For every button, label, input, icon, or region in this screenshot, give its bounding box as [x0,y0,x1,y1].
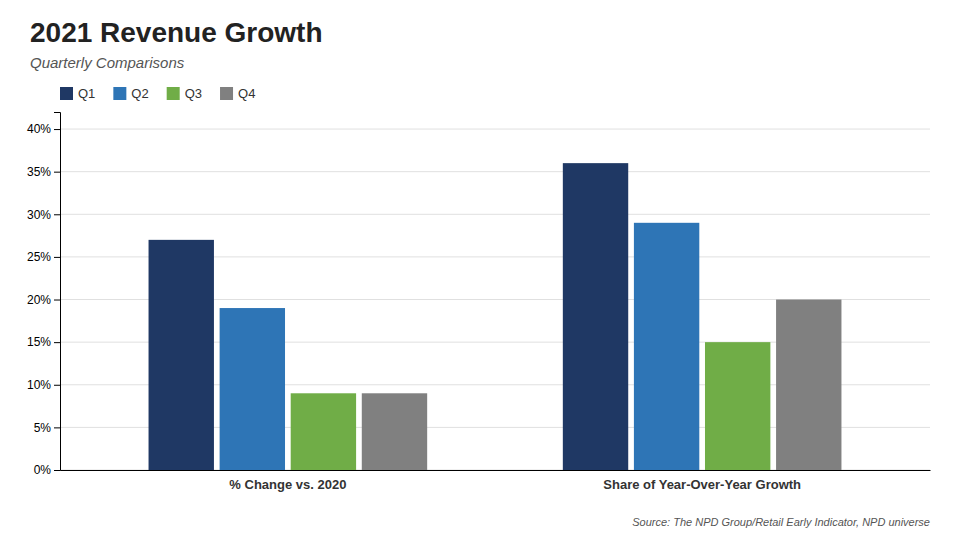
bar [149,240,214,470]
legend-swatch [60,87,73,100]
grid-line [60,129,930,130]
annotation: Source: The NPD Group/Retail Early Indic… [632,516,930,528]
legend-label: Q3 [185,86,202,101]
legend: Q1 Q2 Q3 Q4 [60,86,255,101]
y-tick-label: 20% [27,293,51,307]
chart: 2021 Revenue Growth Quarterly Comparisons… [0,0,960,540]
x-axis-line [61,470,931,471]
legend-item: Q2 [113,86,148,101]
y-tick: 5% [34,421,60,435]
legend-label: Q2 [131,86,148,101]
legend-item: Q1 [60,86,95,101]
plot: 0% 5% 10% 15% 20% 25% 30% 35% 40% % Change vs. 20… [27,113,931,493]
x-tick: % Change vs. 2020 [229,470,346,492]
y-tick-mark [54,129,60,130]
legend-item: Q4 [220,86,255,101]
y-tick-mark [54,214,60,215]
bar-series [362,300,842,470]
y-tick-label: 5% [34,421,52,435]
grid-line [60,171,930,172]
grid-line [60,214,930,215]
legend-swatch [167,87,180,100]
y-tick-label: 40% [27,122,51,136]
y-tick: 40% [27,122,60,136]
y-tick: 35% [27,165,60,179]
y-tick-label: 30% [27,208,51,222]
y-tick: 25% [27,250,60,264]
title: 2021 Revenue Growth [30,17,323,48]
legend-label: Q1 [78,86,95,101]
bar [563,163,628,470]
y-tick: 30% [27,208,60,222]
y-tick: 10% [27,378,60,392]
y-tick: 0% [34,463,60,477]
bars [149,163,842,470]
legend-item: Q3 [167,86,202,101]
legend-swatch [220,87,233,100]
subtitle: Quarterly Comparisons [30,54,185,71]
bar-series [291,342,771,470]
bar-series [220,223,700,470]
bar [220,308,285,470]
y-tick-mark [54,427,60,428]
y-axis: 0% 5% 10% 15% 20% 25% 30% 35% 40% [27,113,61,478]
grid [60,129,930,470]
bar [362,393,427,470]
y-tick-label: 0% [34,463,52,477]
bar [776,300,841,470]
y-tick-label: 25% [27,250,51,264]
x-axis: % Change vs. 2020 Share of Year-Over-Year… [61,470,931,492]
x-tick-label: % Change vs. 2020 [229,477,346,492]
bar-series [149,163,629,470]
bar [705,342,770,470]
y-tick-mark [54,470,60,471]
legend-label: Q4 [238,86,255,101]
y-tick-mark [54,385,60,386]
legend-swatch [113,87,126,100]
y-tick: 20% [27,293,60,307]
bar [634,223,699,470]
y-tick-mark [54,342,60,343]
x-tick-label: Share of Year-Over-Year Growth [603,477,801,492]
bar [291,393,356,470]
y-tick-mark [54,300,60,301]
y-tick-label: 15% [27,335,51,349]
y-tick: 15% [27,335,60,349]
y-tick-label: 35% [27,165,51,179]
x-tick: Share of Year-Over-Year Growth [603,470,801,492]
y-tick-mark [54,257,60,258]
y-tick-label: 10% [27,378,51,392]
y-axis-line [54,113,61,471]
y-tick-mark [54,172,60,173]
